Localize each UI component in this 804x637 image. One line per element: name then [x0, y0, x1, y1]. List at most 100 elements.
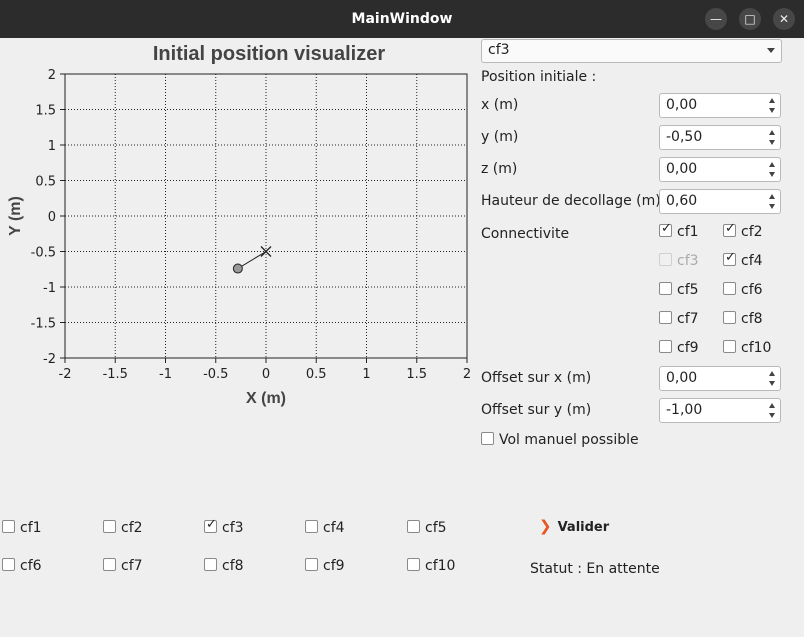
checkbox-box[interactable] [481, 432, 494, 445]
y-tick-label: -1.5 [31, 317, 56, 332]
checkbox-box[interactable] [305, 558, 318, 571]
drone-checkbox[interactable]: cf7 [103, 558, 143, 574]
checkbox-box[interactable] [103, 520, 116, 533]
takeoff-label: Hauteur de decollage (m) [481, 193, 661, 209]
z-value: 0,00 [666, 161, 698, 177]
drone-checkbox[interactable]: cf5 [407, 520, 447, 536]
plot-ticks: -2 2 -1.5 1.5 -1 1 -0.5 0.5 0 0 0.5 -0.5 1 -1 1.5 -1.5 2… [31, 68, 472, 382]
drone-checkbox[interactable]: cf9 [305, 558, 345, 574]
connectivity-checkbox[interactable]: cf2 [723, 221, 763, 240]
connectivity-checkbox-label: cf9 [677, 340, 699, 356]
plot-marks [232, 246, 272, 274]
connectivity-checkbox-label: cf8 [741, 311, 763, 327]
title-bar: MainWindow — □ ✕ [0, 0, 804, 38]
drone-checkbox-label: cf6 [20, 558, 42, 574]
connectivity-label: Connectivite [481, 226, 570, 242]
x-spinbox[interactable]: 0,00 [659, 93, 781, 118]
x-tick-label: -1 [159, 367, 172, 382]
y-tick-label: 1.5 [35, 104, 56, 119]
spin-arrows-icon[interactable] [767, 369, 778, 388]
connectivity-checkbox[interactable]: cf4 [723, 250, 763, 269]
connectivity-checkbox[interactable]: cf7 [659, 311, 699, 327]
checkbox-box[interactable] [723, 221, 736, 237]
checkbox-box[interactable] [659, 253, 672, 266]
drone-checkbox[interactable]: cf4 [305, 520, 345, 536]
checkbox-box[interactable] [659, 282, 672, 295]
drone-select-value: cf3 [488, 42, 510, 58]
y-value: -0,50 [666, 129, 703, 145]
manual-flight-checkbox[interactable]: Vol manuel possible [481, 432, 639, 448]
connectivity-checkbox[interactable]: cf3 [659, 253, 699, 269]
connectivity-checkbox-label: cf4 [741, 253, 763, 269]
y-tick-label: -0.5 [31, 246, 56, 261]
connectivity-checkbox[interactable]: cf1 [659, 221, 699, 240]
checkbox-box[interactable] [659, 340, 672, 353]
y-tick-label: -2 [43, 352, 56, 367]
spin-arrows-icon[interactable] [767, 96, 778, 115]
drone-checkbox[interactable]: cf2 [103, 520, 143, 536]
connectivity-checkbox-label: cf5 [677, 282, 699, 298]
checkbox-box[interactable] [723, 250, 736, 266]
checkbox-box[interactable] [103, 558, 116, 571]
spin-arrows-icon[interactable] [767, 192, 778, 211]
connectivity-checkbox[interactable]: cf9 [659, 340, 699, 356]
z-spinbox[interactable]: 0,00 [659, 157, 781, 182]
connectivity-checkbox-label: cf7 [677, 311, 699, 327]
y-tick-label: 0 [48, 210, 56, 225]
validate-button[interactable]: ❯ Valider [539, 517, 609, 535]
connectivity-checkbox[interactable]: cf8 [723, 311, 763, 327]
x-tick-label: 1.5 [406, 367, 427, 382]
drone-checkbox-label: cf8 [222, 558, 244, 574]
drone-checkbox-label: cf2 [121, 520, 143, 536]
drone-checkbox-label: cf4 [323, 520, 345, 536]
drone-checkbox[interactable]: cf10 [407, 558, 455, 574]
checkbox-box[interactable] [407, 520, 420, 533]
checkbox-box[interactable] [407, 558, 420, 571]
connectivity-checkbox[interactable]: cf6 [723, 282, 763, 298]
drone-checkbox-label: cf9 [323, 558, 345, 574]
spin-arrows-icon[interactable] [767, 401, 778, 420]
checkbox-box[interactable] [723, 340, 736, 353]
plot-canvas: Initial position visualizer Y (m) X (m) … [7, 43, 472, 407]
connectivity-checkbox[interactable]: cf10 [723, 340, 771, 356]
checkbox-box[interactable] [659, 311, 672, 324]
drone-checkbox[interactable]: cf1 [2, 520, 42, 536]
y-spinbox[interactable]: -0,50 [659, 125, 781, 150]
checkbox-box[interactable] [2, 520, 15, 533]
offset-y-label: Offset sur y (m) [481, 402, 592, 418]
drone-checkbox[interactable]: cf3 [204, 517, 244, 536]
checkbox-box[interactable] [659, 221, 672, 237]
takeoff-spinbox[interactable]: 0,60 [659, 189, 781, 214]
checkbox-box[interactable] [204, 517, 217, 533]
close-icon[interactable]: ✕ [773, 8, 795, 30]
z-label: z (m) [481, 161, 518, 177]
drone-position-marker [232, 263, 243, 274]
x-tick-label: 0.5 [306, 367, 327, 382]
spin-arrows-icon[interactable] [767, 160, 778, 179]
offset-x-value: 0,00 [666, 370, 698, 386]
checkbox-box[interactable] [204, 558, 217, 571]
x-tick-label: 2 [463, 367, 471, 382]
target-cross-marker [260, 246, 272, 257]
x-tick-label: 0 [262, 367, 270, 382]
drone-checkbox[interactable]: cf8 [204, 558, 244, 574]
drone-checkbox[interactable]: cf6 [2, 558, 42, 574]
plot-y-label: Y (m) [7, 196, 24, 236]
maximize-icon[interactable]: □ [739, 8, 761, 30]
connectivity-checkbox[interactable]: cf5 [659, 282, 699, 298]
validate-label: Valider [557, 520, 610, 535]
x-tick-label: 1 [362, 367, 370, 382]
offset-x-spinbox[interactable]: 0,00 [659, 366, 781, 391]
offset-x-label: Offset sur x (m) [481, 370, 592, 386]
checkbox-box[interactable] [305, 520, 318, 533]
checkbox-box[interactable] [2, 558, 15, 571]
offset-y-spinbox[interactable]: -1,00 [659, 398, 781, 423]
y-tick-label: 2 [48, 68, 56, 83]
spin-arrows-icon[interactable] [767, 128, 778, 147]
minimize-icon[interactable]: — [705, 8, 727, 30]
checkbox-box[interactable] [723, 311, 736, 324]
window-title: MainWindow [351, 11, 453, 27]
checkbox-box[interactable] [723, 282, 736, 295]
drone-select[interactable]: cf3 [481, 39, 782, 63]
status-text: Statut : En attente [530, 561, 660, 577]
